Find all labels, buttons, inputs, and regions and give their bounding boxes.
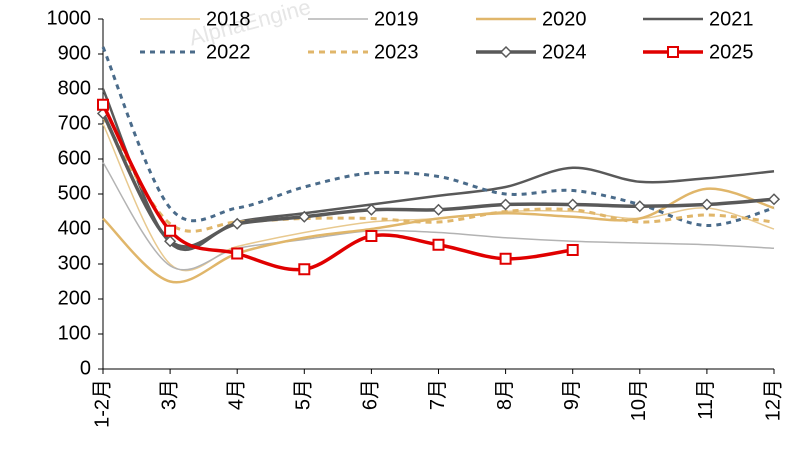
x-tick-label: 7月 (427, 379, 449, 410)
legend-marker (667, 46, 679, 58)
legend-marker (499, 45, 513, 59)
y-tick-label: 100 (58, 322, 91, 344)
legend-label: 2023 (374, 41, 419, 63)
marker (499, 252, 512, 265)
y-tick-label: 700 (58, 112, 91, 134)
x-tick-label: 8月 (494, 379, 516, 410)
marker (767, 193, 781, 206)
x-tick-label: 9月 (561, 379, 583, 410)
marker (566, 198, 579, 211)
marker (365, 203, 378, 216)
x-tick-label: 11月 (695, 379, 717, 420)
marker (566, 244, 579, 256)
marker (231, 247, 244, 260)
series-line (102, 162, 775, 271)
marker (97, 98, 109, 111)
series-line (101, 116, 775, 233)
marker (633, 200, 646, 213)
legend-label: 2018 (206, 8, 251, 30)
y-tick-label: 1000 (47, 7, 92, 29)
marker (164, 224, 177, 237)
x-tick-label: 1-2月 (91, 379, 113, 428)
x-tick-label: 4月 (225, 379, 247, 410)
y-tick-label: 900 (58, 42, 91, 64)
y-tick-label: 200 (58, 287, 91, 309)
marker (499, 198, 512, 211)
marker (432, 203, 445, 216)
y-tick-label: 800 (58, 77, 91, 99)
y-tick-label: 0 (80, 357, 91, 379)
x-tick-label: 5月 (293, 379, 315, 410)
marker (432, 238, 445, 251)
x-tick-label: 10月 (628, 379, 650, 421)
legend-label: 2025 (709, 41, 754, 63)
legend-label: 2021 (709, 8, 754, 30)
marker (365, 230, 378, 242)
y-tick-label: 300 (58, 252, 91, 274)
legend-label: 2020 (542, 8, 587, 30)
series-line (102, 187, 775, 284)
marker (298, 210, 311, 223)
marker (298, 263, 311, 276)
x-tick-label: 6月 (360, 379, 382, 410)
y-tick-label: 600 (58, 147, 91, 169)
x-tick-label: 12月 (762, 379, 784, 421)
marker (164, 235, 177, 248)
series-line (101, 46, 775, 228)
x-tick-label: 3月 (158, 379, 180, 410)
marker (231, 217, 244, 230)
marker (700, 198, 713, 211)
y-tick-label: 500 (58, 182, 91, 204)
legend-label: 2022 (206, 41, 251, 63)
y-tick-label: 400 (58, 217, 91, 239)
legend-label: 2019 (374, 8, 419, 30)
legend-label: 2024 (542, 41, 587, 63)
series-line (101, 88, 775, 252)
